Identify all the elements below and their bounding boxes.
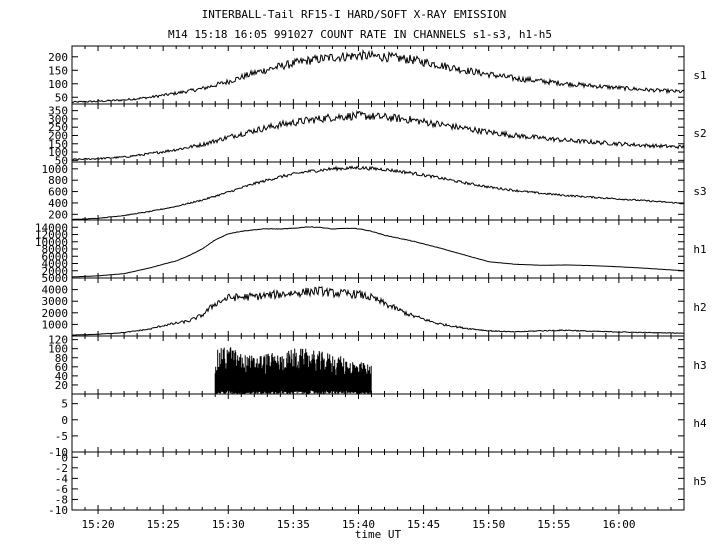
y-tick-label: 10000 [35,236,68,249]
panel-frame [71,161,685,221]
y-tick-label: 350 [48,105,68,118]
panel-frame [71,219,685,279]
channel-label: s1 [693,69,706,82]
y-tick-label: 250 [48,121,68,134]
y-tick-label: 200 [48,208,68,221]
channel-label: h3 [693,359,706,372]
y-tick-label: 400 [48,197,68,210]
panels: 20015010050s135030025020015010050s210008… [35,45,707,517]
y-tick-label: -2 [55,462,68,475]
y-tick-label: 150 [48,64,68,77]
y-tick-label: 200 [48,51,68,64]
x-axis-label: time UT [355,528,402,541]
trace-s1 [72,49,684,104]
x-tick-label: 16:00 [602,518,635,531]
y-tick-label: -5 [55,430,68,443]
y-tick-label: 8000 [42,243,69,256]
panel-h5: -10-8-6-4-20 h5 [48,451,707,517]
y-tick-label: 1000 [42,163,69,176]
trace-h3 [214,347,372,394]
y-tick-label: 0 [61,414,68,427]
channel-label: s3 [693,185,706,198]
channel-label: h5 [693,475,706,488]
trace-s2 [72,110,684,161]
x-tick-label: 15:25 [147,518,180,531]
y-tick-label: 3000 [42,295,69,308]
chart-subtitle: M14 15:18 16:05 991027 COUNT RATE IN CHA… [168,28,552,41]
trace-s3 [72,165,684,220]
y-tick-label: 100 [48,78,68,91]
y-tick-label: 80 [55,352,68,365]
channel-label: h1 [693,243,706,256]
y-tick-label: 2000 [42,307,69,320]
y-tick-label: 150 [48,138,68,151]
y-tick-label: 200 [48,129,68,142]
y-tick-label: 300 [48,113,68,126]
y-tick-label: -10 [48,504,68,517]
y-tick-label: 40 [55,370,68,383]
y-tick-label: 0 [61,451,68,464]
panel-frame [71,277,685,337]
panel-frame [71,335,685,395]
x-tick-label: 15:30 [212,518,245,531]
y-tick-label: -8 [55,493,68,506]
channel-label: s2 [693,127,706,140]
y-tick-label: -4 [55,472,69,485]
x-tick-label: 15:50 [472,518,505,531]
channel-label: h2 [693,301,706,314]
y-tick-label: 5000 [42,272,69,285]
x-tick-label: 15:35 [277,518,310,531]
y-tick-label: 800 [48,174,68,187]
y-tick-label: 600 [48,186,68,199]
x-tick-label: 15:40 [342,518,375,531]
x-tick-label: 15:55 [537,518,570,531]
y-tick-label: 5 [61,398,68,411]
y-tick-label: -6 [55,483,68,496]
y-tick-label: 6000 [42,250,69,263]
y-tick-label: 4000 [42,258,69,271]
panel-frame [71,393,685,453]
y-tick-label: 100 [48,343,68,356]
x-tick-label: 15:20 [81,518,114,531]
x-axis: 15:20 15:25 15:30 15:35 15:40 15:45 15:50 15:55… [81,510,635,531]
y-tick-label: 14000 [35,221,68,234]
y-tick-label: 120 [48,334,68,347]
y-tick-label: 2000 [42,265,69,278]
y-tick-label: -10 [48,446,68,459]
x-tick-label: 15:45 [407,518,440,531]
y-tick-label: 60 [55,361,68,374]
panel-h4: 5 0 -5 -10 h4 [48,393,707,459]
y-tick-label: 50 [55,154,68,167]
channel-label: h4 [693,417,707,430]
y-tick-label: 50 [55,91,68,104]
y-tick-label: 4000 [42,284,69,297]
y-tick-label: 100 [48,146,68,159]
trace-h2 [72,286,684,336]
panel-frame [71,451,685,511]
y-tick-label: 12000 [35,229,68,242]
y-tick-label: 20 [55,379,68,392]
y-tick-label: 1000 [42,318,69,331]
trace-h1 [72,226,684,278]
chart-title: INTERBALL-Tail RF15-I HARD/SOFT X-RAY EM… [202,8,507,21]
